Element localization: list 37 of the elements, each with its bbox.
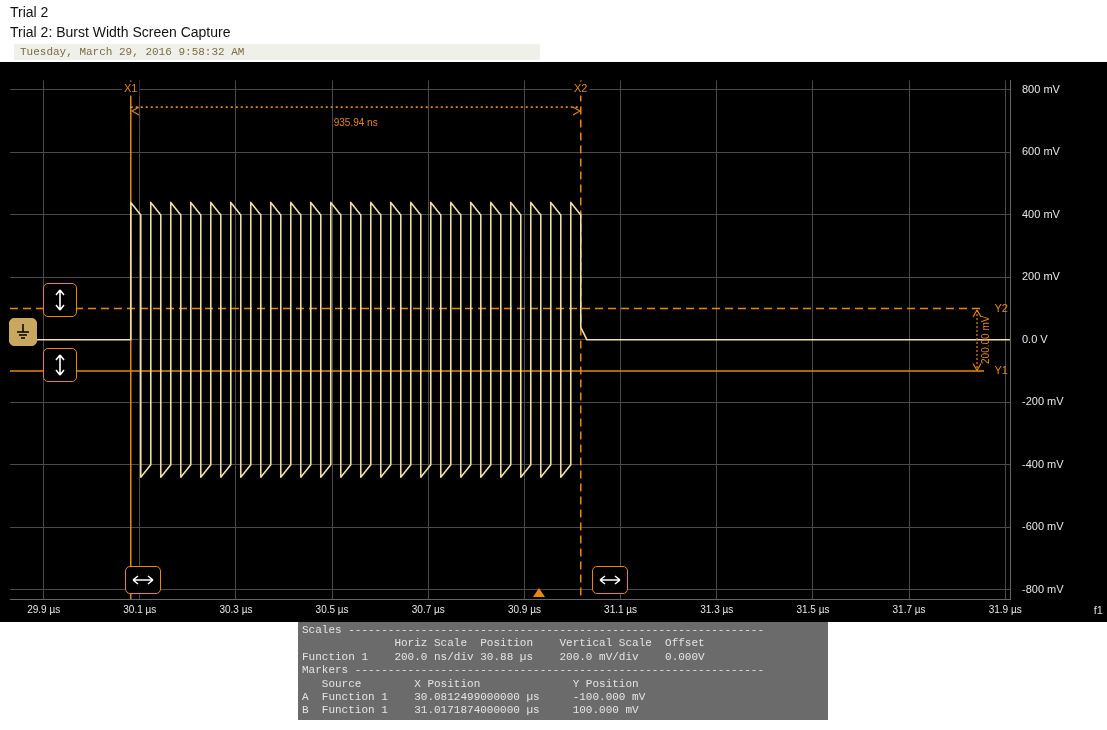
text: Horiz Scale Position Vertical Scale Offset: [393, 637, 706, 651]
ref-line-label: X1: [124, 82, 138, 95]
x-tick-label: 30.5 µs: [315, 603, 349, 615]
ref-line-label: Y1: [994, 364, 1008, 377]
annotation: 200.00 mV: [979, 315, 991, 364]
y-tick-label: -800 mV: [1022, 582, 1065, 595]
x-tick-label: 31.3 µs: [700, 603, 734, 615]
x-tick-label: 31.9 µs: [988, 603, 1022, 615]
x-tick-label: 31.7 µs: [892, 603, 926, 615]
x-tick-label: 29.9 µs: [27, 603, 61, 615]
y-tick-label: 400 mV: [1022, 207, 1061, 220]
y-tick-label: 200 mV: [1022, 270, 1061, 283]
x-tick-label: 31.5 µs: [796, 603, 830, 615]
y-tick-label: -400 mV: [1022, 457, 1065, 470]
chart-subtitle: Trial 2: Burst Width Screen Capture: [10, 24, 231, 40]
y-tick-label: 800 mV: [1022, 83, 1061, 95]
x-tick-label: 30.1 µs: [123, 603, 157, 615]
text: Tuesday, March 29, 2016 9:58:32 AM: [14, 44, 540, 60]
y-tick-label: -600 mV: [1022, 520, 1065, 533]
text: Scales ---------------------------------------------------------------: [302, 624, 766, 638]
annotation: 935.94 ns: [333, 116, 378, 128]
x-tick-label: 30.7 µs: [411, 603, 445, 615]
text: Source X Position Y Position: [320, 677, 640, 692]
y-tick-label: 0.0 V: [1022, 332, 1049, 345]
x-tick-label: 31.1 µs: [604, 603, 638, 615]
text: Function 1 200.0 ns/div 30.88 µs 200.0 mV/div 0.000V: [302, 650, 706, 665]
text: B Function 1 31.0171874000000 µs 100.000 mV: [302, 704, 640, 718]
ref-line-label: X2: [574, 82, 588, 95]
x-tick-label: 30.9 µs: [507, 603, 541, 615]
text: Markers --------------------------------------------------------------: [302, 664, 766, 678]
y-tick-label: -200 mV: [1022, 395, 1065, 408]
x-tick-label: 30.3 µs: [219, 603, 253, 615]
chart-title: Trial 2: [10, 4, 49, 20]
ref-line-label: Y2: [994, 301, 1008, 314]
y-tick-label: 600 mV: [1022, 145, 1061, 158]
text: f1: [1093, 603, 1103, 616]
text: A Function 1 30.0812499000000 µs -100.000 mV: [302, 691, 647, 705]
